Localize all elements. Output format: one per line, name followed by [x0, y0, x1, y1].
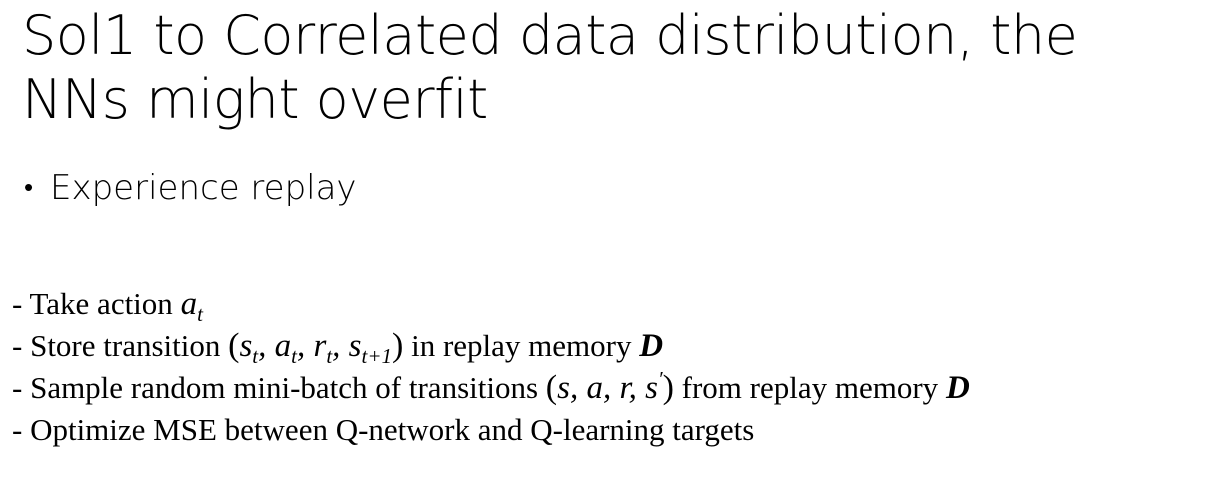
step-text-suffix: in replay memory: [403, 328, 640, 363]
step-take-action: - Take action at: [12, 283, 970, 325]
math-sample-tuple: (s, a, r, s′): [545, 367, 674, 407]
step-text: - Store transition: [12, 328, 229, 363]
math-action: at: [180, 286, 203, 326]
slide-title: Sol1 to Correlated data distribution, th…: [22, 4, 1078, 131]
math-transition-tuple: (st, at, rt, st+1): [228, 327, 404, 368]
bullet-text: Experience replay: [50, 168, 357, 208]
step-text: - Sample random mini-batch of transition…: [12, 370, 546, 405]
step-text: - Take action: [12, 286, 181, 321]
math-replay-memory: D: [945, 370, 970, 406]
step-sample-minibatch: - Sample random mini-batch of transition…: [12, 367, 970, 409]
step-optimize-mse: - Optimize MSE between Q-network and Q-l…: [12, 412, 755, 447]
algorithm-steps: - Take action at - Store transition (st,…: [12, 283, 970, 451]
math-replay-memory: D: [639, 328, 664, 364]
bullet-item-experience-replay: • Experience replay: [24, 166, 357, 210]
step-text-suffix: from replay memory: [673, 370, 946, 405]
step-store-transition: - Store transition (st, at, rt, st+1) in…: [12, 325, 970, 367]
bullet-dot-icon: •: [24, 173, 34, 203]
